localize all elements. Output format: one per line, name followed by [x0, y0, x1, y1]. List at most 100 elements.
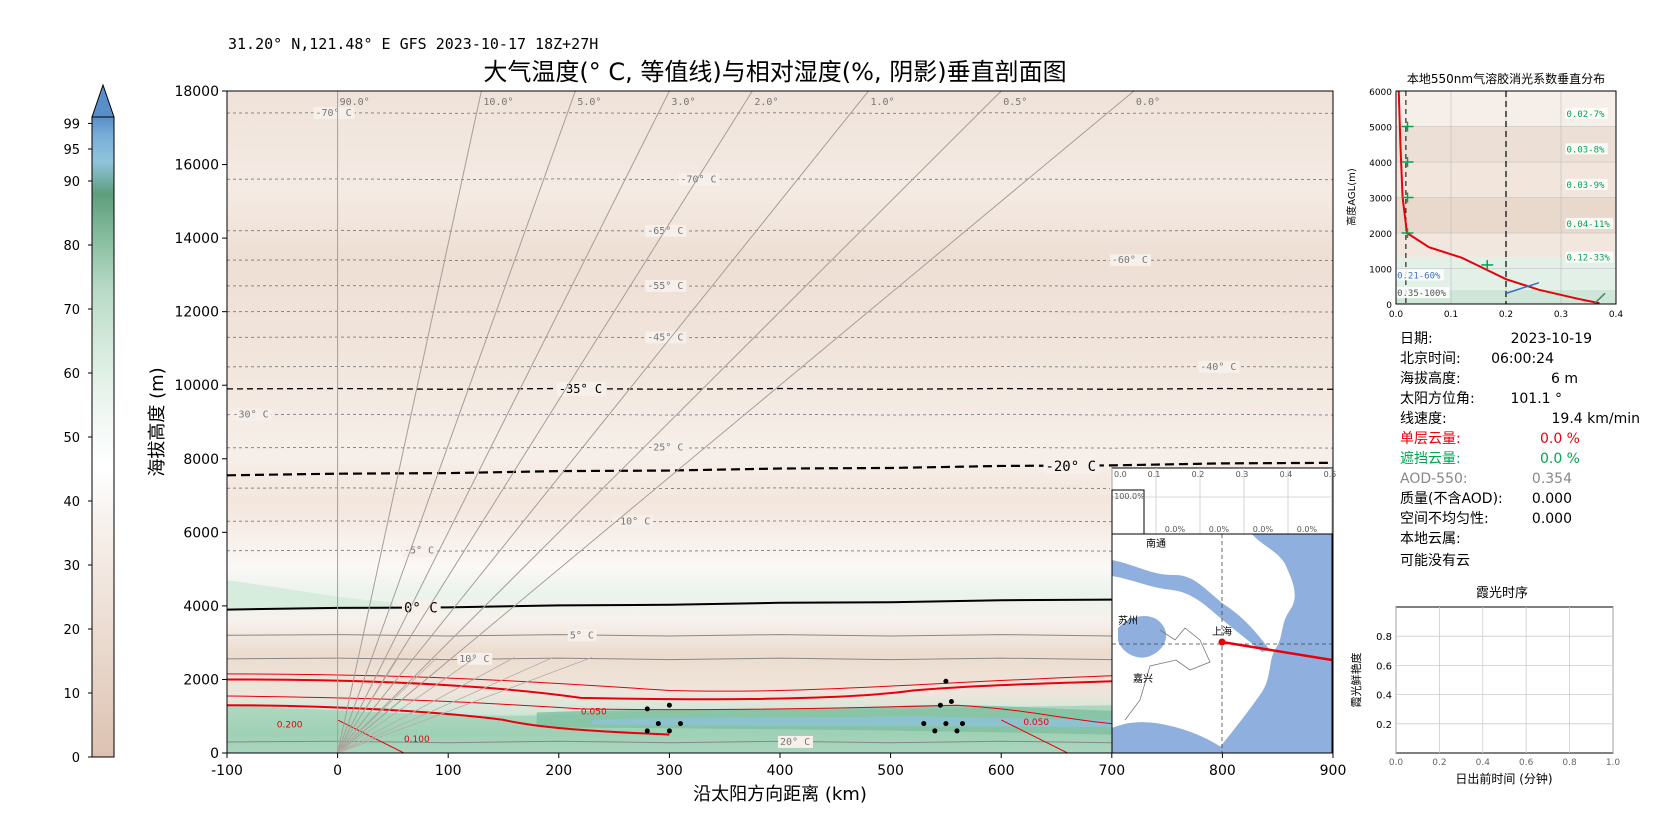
- inset-tick-label: 0.4: [1280, 470, 1293, 479]
- elevation-angle-label: 0.0°: [1136, 97, 1160, 108]
- isotherm-label: 20° C: [780, 737, 810, 748]
- glow-x-tick-label: 1.0: [1606, 758, 1621, 768]
- aerosol-x-tick-label: 0.4: [1609, 310, 1624, 320]
- ray-line: [337, 657, 399, 753]
- glow-x-tick-label: 0.8: [1562, 758, 1577, 768]
- aerosol-y-tick-label: 4000: [1369, 159, 1392, 169]
- inset-tick-label: 0.3: [1236, 470, 1249, 479]
- aerosol-ylabel: 高度AGL(m): [1345, 168, 1358, 226]
- location-map: 南通 苏州 上海 嘉兴: [1111, 533, 1333, 754]
- isotherm-line: [227, 487, 1333, 490]
- info-time-label: 北京时间:: [1400, 351, 1461, 367]
- map-island: [1248, 589, 1282, 604]
- map-sea: [1215, 534, 1332, 753]
- colorbar-arrow: [91, 83, 115, 118]
- map-label-jiaxing: 嘉兴: [1133, 672, 1153, 685]
- colorbar-tick-label: 70: [63, 303, 80, 318]
- inset-tick-label: 0.1: [1148, 470, 1161, 479]
- isotherm-label: 10° C: [459, 654, 489, 665]
- aerosol-profile-line: [1397, 91, 1600, 304]
- aerosol-layer-label-bg: [1396, 269, 1444, 281]
- info-quality: 质量(不含AOD): 0.000: [1400, 489, 1640, 509]
- info-date-value: 2023-10-19: [1510, 331, 1592, 347]
- isotherm-label: -20° C: [1045, 459, 1096, 475]
- colorbar-tick-label: 10: [63, 687, 80, 702]
- info-cloud-genus-value: 可能没有云: [1400, 553, 1470, 569]
- info-date-label: 日期:: [1400, 331, 1433, 347]
- colorbar-tick-label: 50: [63, 431, 80, 446]
- glow-y-tick-label: 0.4: [1376, 691, 1392, 702]
- info-block-cloud: 遮挡云量: 0.0 %: [1400, 449, 1640, 469]
- isotherm-label-bg: [1109, 254, 1151, 267]
- info-block-cloud-label: 遮挡云量:: [1400, 451, 1461, 467]
- isotherm-line: [227, 365, 1333, 368]
- glow-y-tick-label: 0.6: [1376, 661, 1392, 672]
- ray-line: [337, 657, 477, 753]
- cloud-contour: [1000, 719, 1068, 753]
- inset-value-label: 100.0%: [1114, 492, 1145, 501]
- cloud-contour-label: 0.050: [581, 707, 607, 717]
- cloud-dot: [677, 721, 683, 727]
- isotherm-line: [227, 112, 1333, 114]
- info-altitude: 海拔高度: 6 m: [1400, 369, 1640, 389]
- map-sun-path: [1221, 640, 1332, 662]
- cloud-dot: [954, 728, 960, 734]
- aerosol-layer-label-bg: [1565, 217, 1614, 229]
- aerosol-wind-barb: [1593, 292, 1606, 304]
- cloud-contour: [227, 695, 1112, 725]
- isotherm-line: [227, 461, 1333, 477]
- inset-panel: 0.0 0.1 0.2 0.3 0.4 0.5 100.0% 0.0% 0.0% 0.0% 0.0%: [1111, 467, 1336, 535]
- y-tick-label: 10000: [174, 378, 219, 394]
- aerosol-x-tick-label: 0.3: [1554, 310, 1568, 320]
- x-tick-label: 600: [988, 763, 1015, 779]
- cloud-dot: [655, 721, 661, 727]
- aerosol-layer-label: 0.03-9%: [1567, 181, 1606, 191]
- aerosol-layer-label: 0.35-100%: [1397, 289, 1446, 299]
- aerosol-y-tick-label: 5000: [1369, 124, 1392, 134]
- y-tick-label: 8000: [183, 452, 219, 468]
- isotherm-label-bg: [645, 279, 687, 292]
- colorbar-tick-label: 80: [63, 239, 80, 254]
- inset-tick-label: 0.2: [1192, 470, 1205, 479]
- isotherm-line: [227, 446, 1333, 449]
- elevation-angle-line: [337, 91, 753, 753]
- cloud-dot: [921, 721, 927, 727]
- cloud-contour-label: 0.100: [404, 735, 430, 745]
- mid-moist-patch: [227, 580, 393, 610]
- x-tick-label: 400: [767, 763, 794, 779]
- elevation-angle-label: 1.0°: [870, 97, 894, 108]
- isotherm-label-bg: [645, 441, 687, 454]
- aerosol-y-tick-label: 3000: [1369, 195, 1392, 205]
- colorbar: 0 10 20 30 40 50 60 70 80 90 95 99 海拔高度 (m): [63, 83, 168, 766]
- x-tick-label: 200: [545, 763, 572, 779]
- isotherm-label-bg: [645, 224, 687, 237]
- isotherm-line: [227, 336, 1333, 339]
- aerosol-layer-label-bg: [1565, 107, 1608, 119]
- elevation-angle-label: 5.0°: [577, 97, 601, 108]
- aerosol-title: 本地550nm气溶胶消光系数垂直分布: [1407, 71, 1605, 86]
- inset-tick-label: 0.0: [1114, 470, 1127, 479]
- cloud-dot: [943, 721, 949, 727]
- elevation-angle-line: [337, 91, 1135, 753]
- isotherm-label-bg: [1198, 360, 1240, 373]
- x-tick-label: 0: [333, 763, 342, 779]
- info-date: 日期: 2023-10-19: [1400, 329, 1640, 349]
- elevation-angle-line: [337, 91, 482, 753]
- y-tick-label: 18000: [174, 84, 219, 100]
- colorbar-tick-label: 60: [63, 367, 80, 382]
- colorbar-body: [91, 116, 115, 758]
- saturated-core: [591, 716, 1112, 728]
- isotherm-line: [227, 285, 1333, 287]
- isotherm-line: [227, 549, 1333, 552]
- cloud-dot: [666, 728, 672, 734]
- elevation-angle-line: [337, 91, 670, 753]
- aerosol-layer-label: 0.03-8%: [1567, 145, 1606, 155]
- cloud-dot: [948, 699, 954, 705]
- info-aod: AOD-550: 0.354: [1400, 469, 1640, 489]
- x-tick-label: 900: [1320, 763, 1347, 779]
- isotherm-label: -45° C: [647, 332, 683, 343]
- info-speed-label: 线速度:: [1400, 411, 1447, 427]
- elevation-angle-line: [337, 91, 869, 753]
- info-azimuth-label: 太阳方位角:: [1400, 391, 1475, 407]
- info-panel: 日期: 2023-10-19 北京时间: 06:00:24 海拔高度: 6 m 太阳方…: [1400, 329, 1640, 573]
